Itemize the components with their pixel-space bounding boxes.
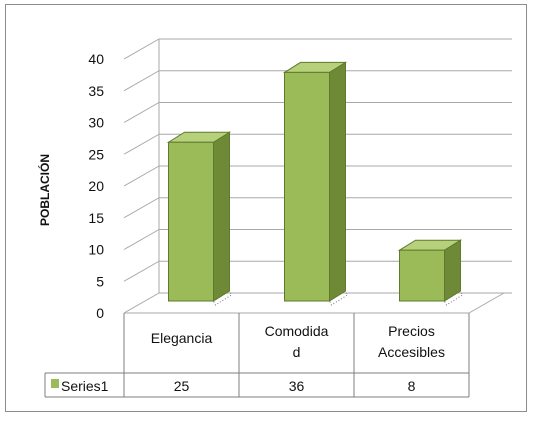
chart-frame [5, 4, 527, 412]
y-axis-label: POBLACIÓN [37, 154, 52, 226]
y-tick-label: 10 [88, 242, 104, 258]
category-label: Precios [388, 323, 435, 339]
gridline-diagonal [123, 102, 160, 123]
category-label: Elegancia [151, 330, 213, 346]
bar-side [329, 61, 346, 302]
bars [166, 61, 464, 306]
gridline-diagonal [123, 165, 160, 187]
gridline-diagonal [123, 133, 160, 155]
bar-side [444, 239, 461, 302]
legend-key [51, 379, 59, 388]
gridline-diagonal [123, 38, 160, 60]
bar-front [284, 71, 330, 302]
y-tick-label: 35 [88, 83, 104, 99]
y-tick-label: 15 [88, 210, 104, 226]
y-tick-label: 25 [88, 146, 104, 162]
data-value: 8 [408, 378, 416, 394]
y-tick-label: 30 [88, 115, 104, 131]
category-label: Comodida [265, 323, 329, 339]
y-tick-label: 40 [88, 51, 104, 67]
y-tick-label: 20 [88, 178, 104, 194]
bar-side [213, 131, 230, 302]
bar-front [168, 141, 214, 302]
bar [282, 61, 349, 306]
data-value: 36 [289, 378, 305, 394]
gridline-diagonal [123, 229, 160, 250]
data-table: Elegancia Comodida d Precios Accesibles Serie… [44, 313, 470, 398]
data-value: 25 [174, 378, 190, 394]
bar-front [399, 249, 445, 302]
y-tick-label: 5 [96, 273, 104, 289]
category-label: Accesibles [378, 344, 445, 360]
bar [397, 239, 464, 306]
gridline-diagonal [123, 260, 160, 282]
gridline-diagonal [123, 292, 160, 314]
gridline-diagonal [123, 197, 160, 219]
y-tick-label: 0 [96, 305, 104, 321]
bar [166, 131, 233, 306]
y-tick-labels: 0 5 10 15 20 25 30 35 40 [88, 51, 104, 321]
gridline-diagonal [123, 70, 160, 92]
category-label: d [293, 344, 301, 360]
series-name: Series1 [61, 378, 109, 394]
floor-edge-right [468, 292, 505, 314]
